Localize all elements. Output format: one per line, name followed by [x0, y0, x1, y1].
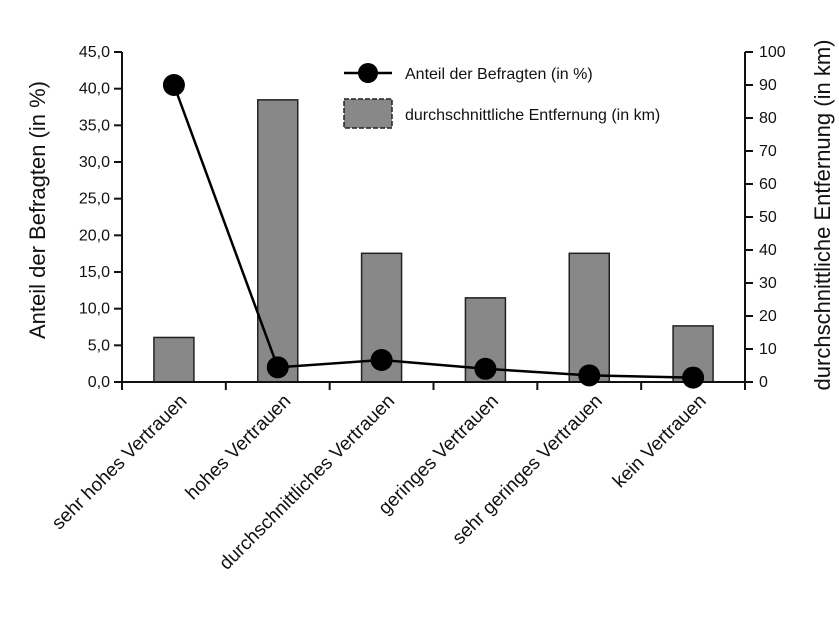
y-axis-right-title: durchschnittliche Entfernung (in km): [810, 40, 835, 391]
y-left-tick-label: 25,0: [79, 191, 110, 208]
bars-layer: [153, 99, 714, 383]
legend-line-marker: [358, 63, 378, 83]
y-right-tick-label: 20: [759, 308, 777, 325]
y-right-tick-label: 90: [759, 77, 777, 94]
y-left-tick-label: 15,0: [79, 264, 110, 281]
y-right-tick-label: 100: [759, 44, 786, 61]
y-left-tick-label: 5,0: [88, 337, 110, 354]
y-axis-left-title: Anteil der Befragten (in %): [25, 81, 50, 339]
legend-bar-swatch: [343, 98, 393, 129]
axes-layer: [114, 51, 753, 390]
y-right-tick-label: 30: [759, 275, 777, 292]
x-category-label: hohes Vertrauen: [182, 391, 295, 504]
bar: [568, 252, 610, 383]
y-right-tick-label: 10: [759, 341, 777, 358]
line-point: [682, 366, 705, 389]
y-right-tick-label: 40: [759, 242, 777, 259]
bar: [153, 336, 195, 383]
y-right-tick-label: 80: [759, 110, 777, 127]
y-left-tick-label: 10,0: [79, 301, 110, 318]
line-point: [266, 356, 289, 379]
x-category-label: durchschnittliches Vertrauen: [215, 391, 399, 575]
y-left-tick-label: 35,0: [79, 117, 110, 134]
line-point: [370, 349, 393, 371]
line-point: [162, 74, 185, 96]
y-right-tick-label: 70: [759, 143, 777, 160]
y-left-tick-label: 30,0: [79, 154, 110, 171]
y-right-tick-label: 50: [759, 209, 777, 226]
line-point: [474, 357, 497, 380]
line-layer: [162, 74, 705, 389]
line-point: [578, 364, 601, 387]
y-left-tick-label: 45,0: [79, 44, 110, 61]
line-series: [172, 84, 694, 379]
x-category-label: kein Vertrauen: [609, 391, 710, 492]
y-left-tick-label: 40,0: [79, 81, 110, 98]
y-left-tick-label: 0,0: [88, 374, 110, 391]
y-right-tick-label: 60: [759, 176, 777, 193]
legend: Anteil der Befragten (in %) durchschnitt…: [343, 63, 660, 129]
legend-label-bar: durchschnittliche Entfernung (in km): [405, 107, 660, 124]
bar: [257, 99, 299, 383]
x-category-label: sehr hohes Vertrauen: [48, 391, 191, 534]
legend-label-line: Anteil der Befragten (in %): [405, 66, 593, 83]
y-left-tick-label: 20,0: [79, 227, 110, 244]
y-right-tick-label: 0: [759, 374, 768, 391]
